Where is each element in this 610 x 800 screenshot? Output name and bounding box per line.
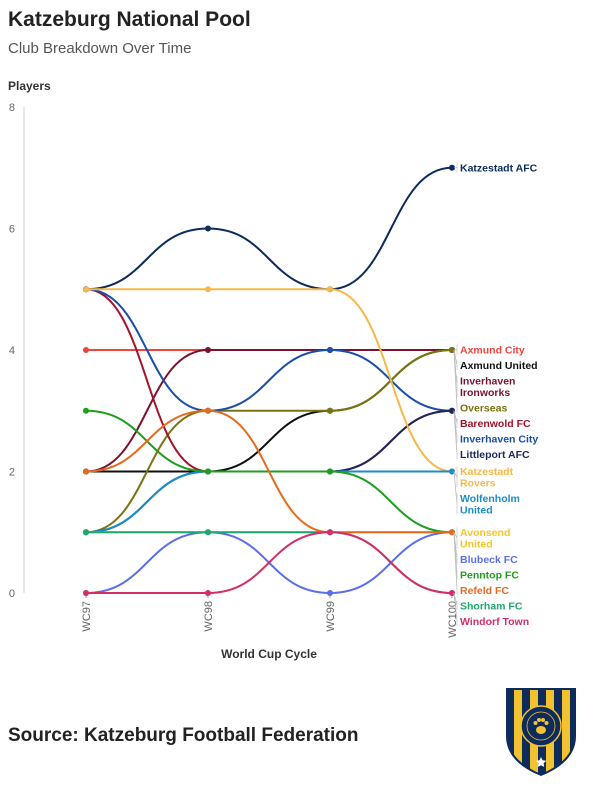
data-point [83,286,89,293]
data-point [83,407,89,414]
data-point [327,286,333,293]
y-tick-label: 6 [9,224,15,236]
series-end-label: Axmund City [460,345,525,357]
data-point [449,529,455,536]
series-line [85,470,452,534]
data-point [205,347,211,353]
series-line [85,348,452,473]
series-line [85,166,453,291]
x-tick-label: WC99 [325,601,337,632]
series-end-label: Katzestadt [460,466,514,478]
data-point [83,529,89,536]
series-end-label: Barenwold FC [460,418,531,430]
series-end-label: Wolfenholm [460,493,520,505]
series-end-label: United [460,505,493,517]
data-point [83,347,89,353]
y-tick-label: 4 [9,345,15,357]
series-end-label: Avonsend [460,527,510,539]
series-end-label: Penntop FC [460,569,519,581]
series-end-label: Refeld FC [460,585,509,597]
federation-crest-icon [506,688,576,776]
page-title: Katzeburg National Pool [8,8,251,31]
x-tick-label: WC98 [203,601,215,632]
x-tick-label: WC97 [81,601,93,632]
series-end-label: Katzestadt AFC [460,162,538,174]
data-point [327,590,333,596]
data-point [205,286,211,293]
y-tick-label: 0 [9,588,15,600]
series-end-label: Shorham FC [460,600,523,612]
data-point [449,590,455,596]
series-line [85,409,452,534]
series-end-label: Inverhaven City [460,434,538,446]
data-point [83,590,89,596]
data-point [449,407,455,414]
label-leader-line [453,592,458,622]
series-end-label: Windorf Town [460,616,529,628]
data-point [327,407,333,414]
data-point [327,468,333,475]
y-axis-label: Players [8,79,51,93]
series-end-label: Inverhaven [460,376,515,388]
series-end-label: Axmund United [460,360,538,372]
series-end-label: Rovers [460,478,496,490]
series-line [85,288,453,412]
y-tick-label: 8 [9,102,15,114]
data-point [205,590,211,596]
source-note: Source: Katzeburg Football Federation [8,725,359,746]
data-point [205,529,211,536]
series-end-label: United [460,538,493,550]
label-leader-line [453,410,458,455]
data-point [327,347,333,353]
data-point [449,347,455,353]
page-subtitle: Club Breakdown Over Time [8,40,192,57]
series-end-label: Littleport AFC [460,449,530,461]
series-line [86,288,453,473]
data-point [327,529,333,536]
data-point [449,164,455,171]
label-leader-line [453,349,458,408]
label-leader-line [453,471,458,478]
series-end-label: Blubeck FC [460,554,518,566]
series-end-label: Overseas [460,403,507,415]
data-point [449,468,455,475]
series-line [86,531,453,595]
label-leader-line [453,532,458,591]
y-tick-label: 2 [9,467,15,479]
series-end-label: Ironworks [460,387,510,399]
x-axis-label: World Cup Cycle [221,647,317,661]
data-point [205,225,211,232]
data-point [205,407,211,414]
data-point [205,468,211,475]
label-leader-line [453,471,458,505]
data-point [83,468,89,475]
